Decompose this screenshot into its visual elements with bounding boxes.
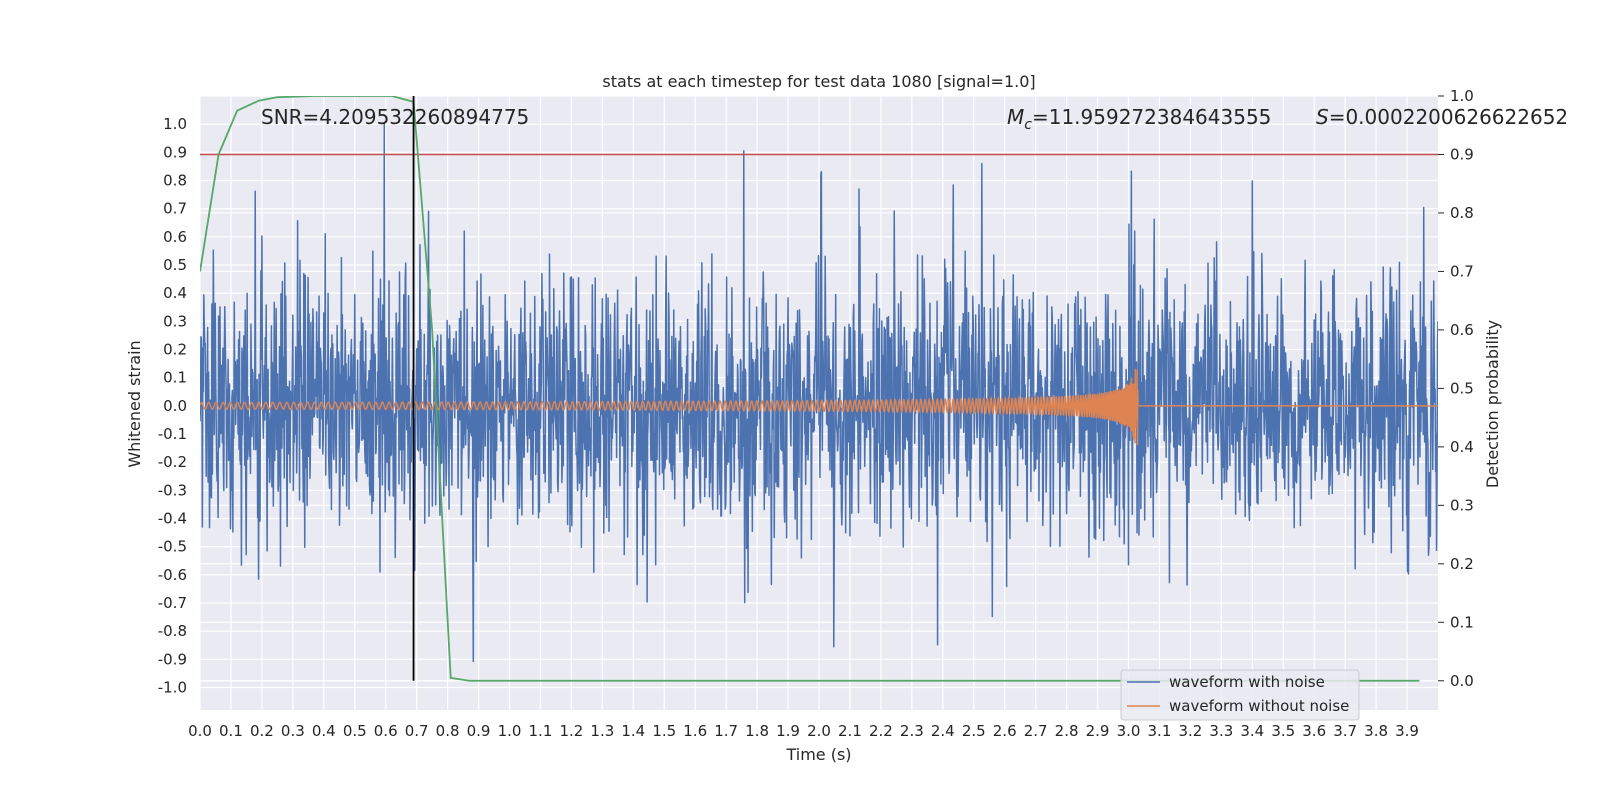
x-tick-label: 0.5 [343, 722, 367, 740]
legend-box [1120, 669, 1360, 721]
y-right-tick-label: 0.4 [1450, 438, 1474, 456]
y-left-tick-label: 1.0 [163, 115, 187, 133]
y-left-tick-label: -0.3 [158, 481, 187, 499]
y-left-tick-label: -0.2 [158, 453, 187, 471]
chart-title: stats at each timestep for test data 108… [602, 72, 1035, 91]
x-tick-label: 1.8 [745, 722, 769, 740]
x-tick-label: 3.2 [1178, 722, 1202, 740]
x-tick-label: 3.9 [1395, 722, 1419, 740]
y-left-tick-label: 0.0 [163, 397, 187, 415]
y-right-tick-label: 0.8 [1450, 204, 1474, 222]
y-left-tick-label: 0.1 [163, 369, 187, 387]
x-tick-label: 1.7 [714, 722, 738, 740]
y-right-tick-label: 1.0 [1450, 87, 1474, 105]
x-tick-label: 0.1 [219, 722, 243, 740]
mc-symbol: M [1007, 105, 1024, 129]
x-tick-label: 0.9 [467, 722, 491, 740]
y-right-tick-label: 0.1 [1450, 613, 1474, 631]
x-tick-label: 3.6 [1302, 722, 1326, 740]
x-tick-label: 1.5 [652, 722, 676, 740]
x-tick-label: 3.0 [1117, 722, 1141, 740]
y-right-tick-label: 0.0 [1450, 672, 1474, 690]
y-left-tick-label: 0.8 [163, 171, 187, 189]
x-tick-label: 2.1 [838, 722, 862, 740]
x-tick-label: 1.1 [529, 722, 553, 740]
snr-annotation: SNR=4.209532260894775 [261, 105, 529, 129]
y-left-tick-label: -0.1 [158, 425, 187, 443]
x-tick-label: 1.2 [559, 722, 583, 740]
y-right-tick-label: 0.3 [1450, 496, 1474, 514]
y-left-tick-label: -0.8 [158, 622, 187, 640]
x-tick-labels: 0.0 0.1 0.2 0.3 0.4 0.5 0.6 0.7 0.8 0.9 1.0 1.1 1.2 1… [188, 722, 1419, 740]
y-left-tick-label: -0.7 [158, 594, 187, 612]
x-tick-label: 0.0 [188, 722, 212, 740]
s-value: =0.0002200626622652 [1329, 105, 1568, 129]
x-tick-label: 3.5 [1271, 722, 1295, 740]
x-tick-label: 3.7 [1333, 722, 1357, 740]
mc-value: =11.959272384643555 [1032, 105, 1271, 129]
mc-annotation: Mc=11.959272384643555 [1007, 105, 1271, 133]
x-tick-label: 1.3 [590, 722, 614, 740]
x-tick-label: 2.8 [1055, 722, 1079, 740]
x-tick-label: 0.7 [405, 722, 429, 740]
legend-label-noise: waveform with noise [1169, 673, 1325, 691]
series-detection-probability [200, 96, 1420, 682]
x-tick-label: 3.1 [1148, 722, 1172, 740]
legend-label-clean: waveform without noise [1169, 697, 1349, 715]
series-waveform-without-noise [200, 368, 1438, 446]
y-right-axis-label: Detection probability [1483, 320, 1502, 488]
x-tick-label: 2.3 [900, 722, 924, 740]
x-tick-label: 3.3 [1209, 722, 1233, 740]
x-tick-label: 0.3 [281, 722, 305, 740]
x-tick-label: 0.6 [374, 722, 398, 740]
y-right-tick-label: 0.2 [1450, 555, 1474, 573]
s-symbol: S [1316, 105, 1329, 129]
y-left-tick-label: 0.7 [163, 200, 187, 218]
y-left-tick-label: -0.4 [158, 509, 187, 527]
y-left-tick-label: 0.6 [163, 228, 187, 246]
y-left-tick-label: 0.4 [163, 284, 187, 302]
x-tick-label: 2.0 [807, 722, 831, 740]
x-tick-label: 3.4 [1240, 722, 1264, 740]
x-tick-label: 1.6 [683, 722, 707, 740]
mc-subscript: c [1024, 117, 1032, 133]
y-left-tick-label: 0.2 [163, 340, 187, 358]
y-left-tick-label: -0.5 [158, 538, 187, 556]
y-right-tick-label: 0.6 [1450, 321, 1474, 339]
x-tick-label: 0.2 [250, 722, 274, 740]
x-tick-label: 2.4 [931, 722, 955, 740]
y-right-tick-label: 0.5 [1450, 379, 1474, 397]
x-tick-label: 0.4 [312, 722, 336, 740]
x-tick-label: 1.9 [776, 722, 800, 740]
y-left-tick-labels: 1.0 0.9 0.8 0.7 0.6 0.5 0.4 0.3 0.2 0.1 0.0 -0.1 -0.… [158, 115, 187, 696]
x-tick-label: 1.4 [621, 722, 645, 740]
s-annotation: S=0.0002200626622652 [1316, 105, 1568, 129]
y-left-tick-label: -0.9 [158, 650, 187, 668]
x-tick-label: 2.6 [993, 722, 1017, 740]
y-left-tick-label: 0.3 [163, 312, 187, 330]
x-tick-label: 2.5 [962, 722, 986, 740]
x-tick-label: 3.8 [1364, 722, 1388, 740]
legend: waveform with noise waveform without noi… [1120, 669, 1360, 721]
y-left-tick-label: -1.0 [158, 678, 187, 696]
y-right-tick-label: 0.9 [1450, 145, 1474, 163]
y-left-tick-label: -0.6 [158, 566, 187, 584]
x-axis-label: Time (s) [785, 745, 851, 764]
y-right-tick-labels: 1.0 0.9 0.8 0.7 0.6 0.5 0.4 0.3 0.2 0.1 0.0 [1438, 87, 1474, 690]
y-left-tick-label: 0.9 [163, 143, 187, 161]
x-tick-label: 2.9 [1086, 722, 1110, 740]
x-tick-label: 2.7 [1024, 722, 1048, 740]
x-tick-label: 1.0 [498, 722, 522, 740]
y-left-tick-label: 0.5 [163, 256, 187, 274]
y-left-axis-label: Whitened strain [125, 340, 144, 467]
x-tick-label: 2.2 [869, 722, 893, 740]
x-tick-label: 0.8 [436, 722, 460, 740]
y-right-tick-label: 0.7 [1450, 262, 1474, 280]
